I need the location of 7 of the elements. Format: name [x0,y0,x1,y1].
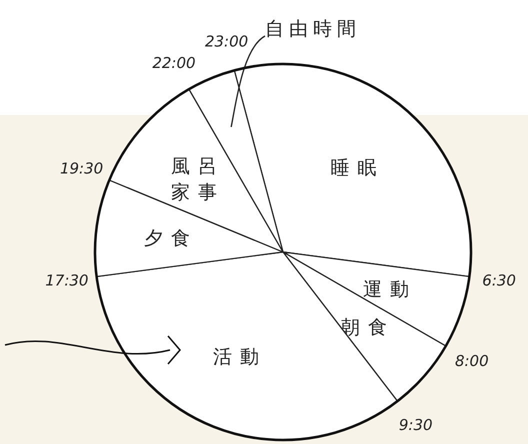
text: 23:00 [204,32,248,50]
text: 6:30 [482,271,516,290]
text: 17:30 [45,272,88,290]
text: 19:30 [60,160,104,178]
text: 8:00 [454,352,489,370]
text: 22:00 [152,54,196,72]
text: 9:30 [398,416,433,434]
